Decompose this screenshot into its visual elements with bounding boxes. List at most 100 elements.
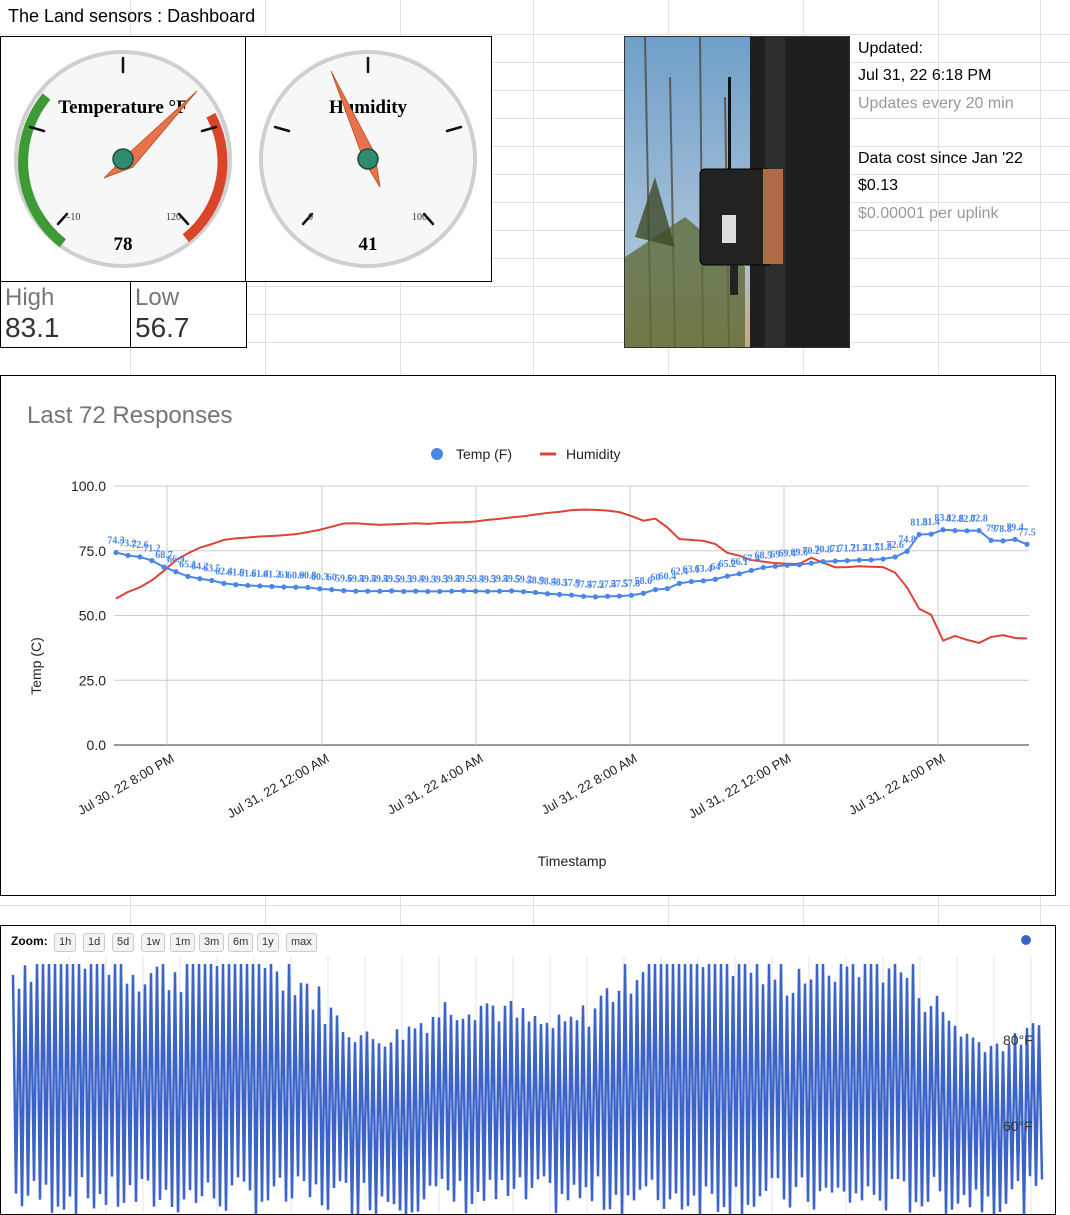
temp-data-label: 58.4 xyxy=(539,577,557,588)
temp-data-point xyxy=(700,578,706,584)
gauge-max-label: 120 xyxy=(166,212,181,223)
temp-data-label: 59.4 xyxy=(359,574,377,585)
temp-data-label: 71.8 xyxy=(874,542,892,553)
zoom-1y-button[interactable]: 1y xyxy=(257,933,279,952)
temp-data-label: 78.8 xyxy=(994,524,1012,535)
temp-data-point xyxy=(532,589,539,596)
temp-data-label: 65.1 xyxy=(179,559,197,570)
temp-data-point xyxy=(832,558,838,564)
temp-data-label: 59.4 xyxy=(467,574,485,585)
temp-data-point xyxy=(820,559,826,565)
high-label: High xyxy=(5,284,55,311)
temp-data-point xyxy=(305,584,311,591)
temp-data-label: 60.3 xyxy=(311,572,329,583)
temp-data-point xyxy=(173,569,179,575)
temp-data-label: 57.4 xyxy=(575,579,593,590)
y-tick-label: 25.0 xyxy=(79,672,106,688)
temp-data-label: 59.4 xyxy=(407,574,425,585)
temp-data-point xyxy=(508,588,515,594)
temperature-gauge: Temperature °F -10 120 78 xyxy=(0,36,246,282)
temp-data-point xyxy=(197,576,203,582)
high-value: 83.1 xyxy=(5,312,60,343)
temp-data-label: 61.4 xyxy=(251,569,269,580)
page-title: The Land sensors : Dashboard xyxy=(8,6,256,26)
x-tick-label: Jul 31, 22 4:00 PM xyxy=(846,751,947,818)
zoom-1w-button[interactable]: 1w xyxy=(141,933,166,952)
temp-data-point xyxy=(688,578,694,585)
temp-data-label: 59.6 xyxy=(335,574,353,585)
temp-data-label: 68.5 xyxy=(755,551,773,562)
temp-data-label: 79 xyxy=(986,523,996,534)
updated-value: Jul 31, 22 6:18 PM xyxy=(858,67,992,84)
x-tick-label: Jul 31, 22 12:00 AM xyxy=(224,751,331,821)
temp-data-label: 65.2 xyxy=(719,559,737,570)
gauge-min-label: 0 xyxy=(308,212,313,223)
cost-label: Data cost since Jan '22 xyxy=(858,150,1023,167)
temp-data-point xyxy=(952,527,958,534)
zoom-6m-button[interactable]: 6m xyxy=(228,933,254,952)
temp-data-point xyxy=(868,557,874,563)
temp-data-label: 66.1 xyxy=(731,557,749,568)
humidity-series-line xyxy=(115,508,1028,645)
temp-data-point xyxy=(269,583,275,590)
gauge-hub xyxy=(112,148,134,170)
x-tick-label: Jul 31, 22 12:00 PM xyxy=(686,751,794,822)
temp-data-point xyxy=(580,593,587,599)
zoom-3m-button[interactable]: 3m xyxy=(199,933,225,952)
zoom-max-button[interactable]: max xyxy=(286,933,317,952)
temp-data-point xyxy=(592,594,599,600)
low-label: Low xyxy=(135,284,180,311)
temp-data-point xyxy=(760,564,766,571)
temp-data-label: 71.5 xyxy=(862,543,880,554)
low-value: 56.7 xyxy=(135,312,190,343)
temp-data-label: 82.8 xyxy=(970,514,988,525)
y-axis-label: Temp (C) xyxy=(28,637,44,695)
temp-data-label: 66.9 xyxy=(167,555,185,566)
temp-data-point xyxy=(544,591,551,597)
long-term-chart-svg: 80°F 60°F xyxy=(11,935,1044,1214)
temp-data-label: 81.3 xyxy=(910,517,928,528)
temp-data-point xyxy=(796,562,802,568)
temp-data-label: 70.2 xyxy=(802,546,820,557)
temp-data-label: 64 xyxy=(710,562,720,573)
chart-legend: Temp (F) Humidity xyxy=(431,446,620,462)
temp-data-point xyxy=(281,584,287,590)
temp-data-point xyxy=(293,584,299,590)
temp-data-point xyxy=(892,554,898,560)
temp-data-point xyxy=(844,557,850,564)
temp-data-point xyxy=(652,587,659,593)
x-tick-label: Jul 31, 22 4:00 AM xyxy=(385,751,486,818)
gauge-max-label: 100 xyxy=(412,212,427,223)
gauge-value: 78 xyxy=(114,234,133,255)
temp-data-point xyxy=(496,588,503,594)
temp-data-point xyxy=(928,531,934,537)
zoom-5d-button[interactable]: 5d xyxy=(112,933,135,952)
temp-data-label: 59.3 xyxy=(419,574,437,585)
green-band xyxy=(18,93,66,248)
zoom-1h-button[interactable]: 1h xyxy=(54,933,77,952)
temp-data-point xyxy=(449,588,455,594)
temp-data-label: 79.4 xyxy=(1006,522,1024,533)
temp-data-point xyxy=(365,588,371,594)
humidity-gauge-dial: Humidity 0 100 41 xyxy=(259,50,477,268)
x-tick-label: Jul 30, 22 8:00 PM xyxy=(75,751,176,818)
gauge-hub xyxy=(357,148,379,170)
temp-data-label: 58.9 xyxy=(527,575,545,586)
temp-data-label: 71.4 xyxy=(850,543,868,554)
red-band xyxy=(182,112,228,243)
temp-data-label: 72.6 xyxy=(131,540,149,551)
zoom-axis-80: 80°F xyxy=(1003,1032,1033,1048)
temp-data-label: 71 xyxy=(830,544,840,555)
temp-data-label: 61.6 xyxy=(239,568,257,579)
temp-data-label: 57.4 xyxy=(599,579,617,590)
y-tick-label: 100.0 xyxy=(71,478,106,494)
temp-data-point xyxy=(437,588,443,595)
temp-data-point xyxy=(341,588,347,594)
temp-data-point xyxy=(940,527,946,533)
cost-rate: $0.00001 per uplink xyxy=(858,205,999,222)
zoom-1m-button[interactable]: 1m xyxy=(170,933,196,952)
responses-chart-svg: Temp (F) Humidity 100.0 75.0 50.0 25.0 0.0 J… xyxy=(28,446,1036,869)
zoom-1d-button[interactable]: 1d xyxy=(83,933,106,952)
series-legend-dot xyxy=(1021,935,1031,945)
y-tick-label: 0.0 xyxy=(87,737,107,753)
